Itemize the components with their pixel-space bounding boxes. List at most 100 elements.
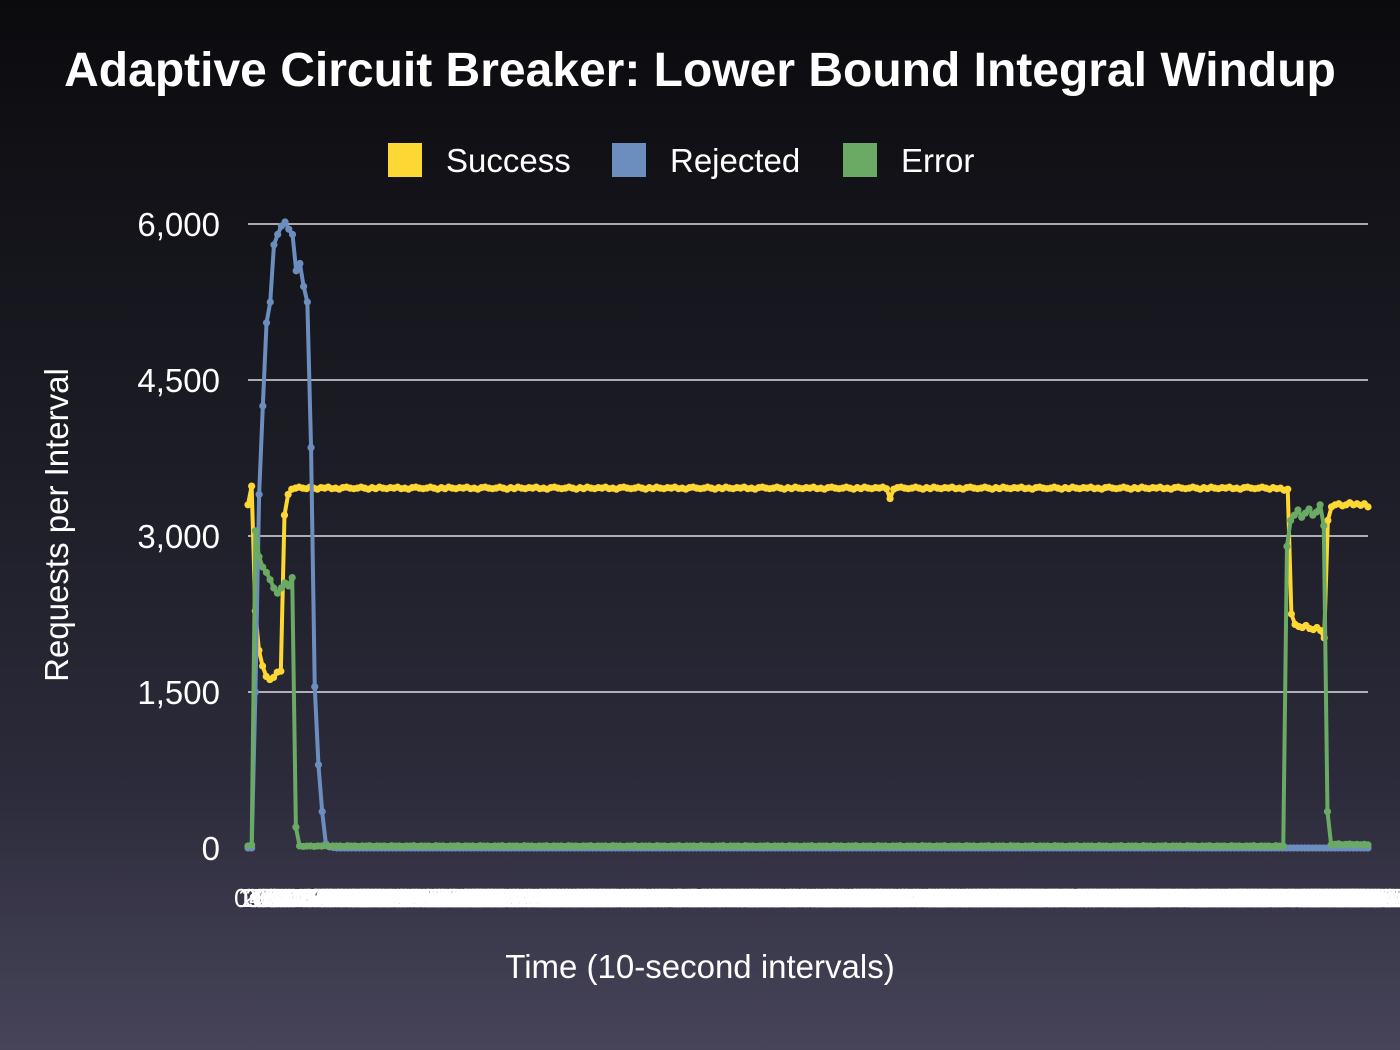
x-tick-label: 50s [253,883,295,913]
x-tick-label: 720s [504,883,560,913]
x-tick-label: 1470s [785,883,856,913]
x-tick-label: 820s [541,883,597,913]
x-tick-label: 510s [425,883,481,913]
x-tick-label: 1260s [706,883,777,913]
x-tick-label: 1210s [687,883,758,913]
x-tick-label: 2380s [1126,883,1197,913]
x-tick-label: 780s [526,883,582,913]
data-point-success [886,494,894,503]
x-tick-label: 2320s [1103,883,1174,913]
x-tick-label: 2480s [1163,883,1234,913]
x-tick-label: 130s [283,883,339,913]
x-tick-label: 1480s [788,883,859,913]
data-point-success [1324,516,1332,525]
x-tick-label: 2390s [1129,883,1200,913]
x-tick-label: 2630s [1219,883,1290,913]
data-point-rejected [307,444,315,452]
x-tick-label: 1710s [875,883,946,913]
x-tick-label: 920s [579,883,635,913]
data-point-error [1305,505,1313,513]
x-tick-label: 1760s [893,883,964,913]
x-tick-label: 2500s [1170,883,1241,913]
x-tick-label: 2810s [1287,883,1358,913]
data-point-error [248,841,256,849]
x-tick-label: 40s [249,883,291,913]
x-tick-label: 640s [474,883,530,913]
x-tick-label: 2740s [1260,883,1331,913]
x-tick-label: 2650s [1227,883,1298,913]
x-tick-label: 2510s [1174,883,1245,913]
data-point-error [262,568,271,577]
data-point-rejected [300,282,308,290]
x-tick-label: 830s [545,883,601,913]
data-point-success [269,673,278,682]
data-point-error [259,563,267,571]
data-point-success [1364,503,1372,511]
x-tick-label: 1790s [905,883,976,913]
x-tick-label: 1750s [890,883,961,913]
x-tick-label: 2920s [1328,883,1399,913]
data-point-error [292,823,300,831]
x-tick-label: 1120s [654,883,723,913]
x-tick-label: 2600s [1208,883,1279,913]
data-point-error [1320,522,1328,530]
x-tick-label: 1430s [770,883,841,913]
x-tick-label: 2890s [1317,883,1388,913]
x-tick-label: 2430s [1144,883,1215,913]
x-tick-label: 1910s [949,883,1020,913]
x-tick-label: 1660s [856,883,927,913]
data-point-error [288,574,296,582]
y-tick-label: 0 [202,830,220,867]
data-point-error [284,582,293,590]
x-tick-label: 2680s [1238,883,1309,913]
x-tick-label: 450s [403,883,459,913]
y-tick-label: 3,000 [137,518,220,555]
x-tick-label: 2820s [1290,883,1361,913]
x-tick-label: 1450s [777,883,848,913]
x-tick-label: 2900s [1320,883,1391,913]
x-tick-label: 2050s [1002,883,1073,913]
x-tick-label: 2440s [1148,883,1219,913]
x-tick-label: 200s [309,883,365,913]
x-tick-label: 1880s [938,883,1009,913]
x-tick-label: 1900s [946,883,1017,913]
x-tick-label: 620s [466,883,522,913]
data-point-rejected [311,683,319,691]
x-tick-label: 580s [451,883,507,913]
x-tick-label: 1680s [863,883,934,913]
x-tick-label: 1440s [773,883,844,913]
x-tick-label: 1090s [642,883,713,913]
x-tick-label: 540s [436,883,492,913]
x-tick-label: 730s [507,883,563,913]
x-tick-label: 1500s [796,883,867,913]
x-tick-label: 1580s [826,883,897,913]
gridlines [248,223,1368,693]
series-line-rejected [248,219,1368,850]
x-tick-label: 420s [391,883,447,913]
x-tick-label: 2490s [1167,883,1238,913]
x-tick-label: 870s [560,883,616,913]
data-point-rejected [266,298,274,306]
x-tick-label: 1290s [717,883,788,913]
x-tick-label: 350s [365,883,421,913]
data-point-error [1364,841,1372,849]
x-tick-label: 850s [552,883,608,913]
x-tick-label: 1370s [747,883,818,913]
x-tick-label: 600s [459,883,515,913]
legend-swatch-error [843,143,877,177]
x-tick-label: 320s [354,883,410,913]
x-tick-label: 2230s [1069,883,1140,913]
data-point-success [244,501,252,509]
x-tick-label: 210s [313,883,369,913]
x-tick-label: 430s [395,883,451,913]
data-point-error [1316,501,1324,509]
x-tick-label: 2780s [1275,883,1346,913]
x-tick-label: 1000s [609,883,680,913]
data-point-rejected [255,490,263,498]
x-tick-label: 1770s [897,883,968,913]
x-tick-label: 2040s [998,883,1069,913]
x-tick-label: 2930s [1332,883,1400,913]
data-point-error [251,527,259,535]
x-tick-label: 250s [328,883,384,913]
